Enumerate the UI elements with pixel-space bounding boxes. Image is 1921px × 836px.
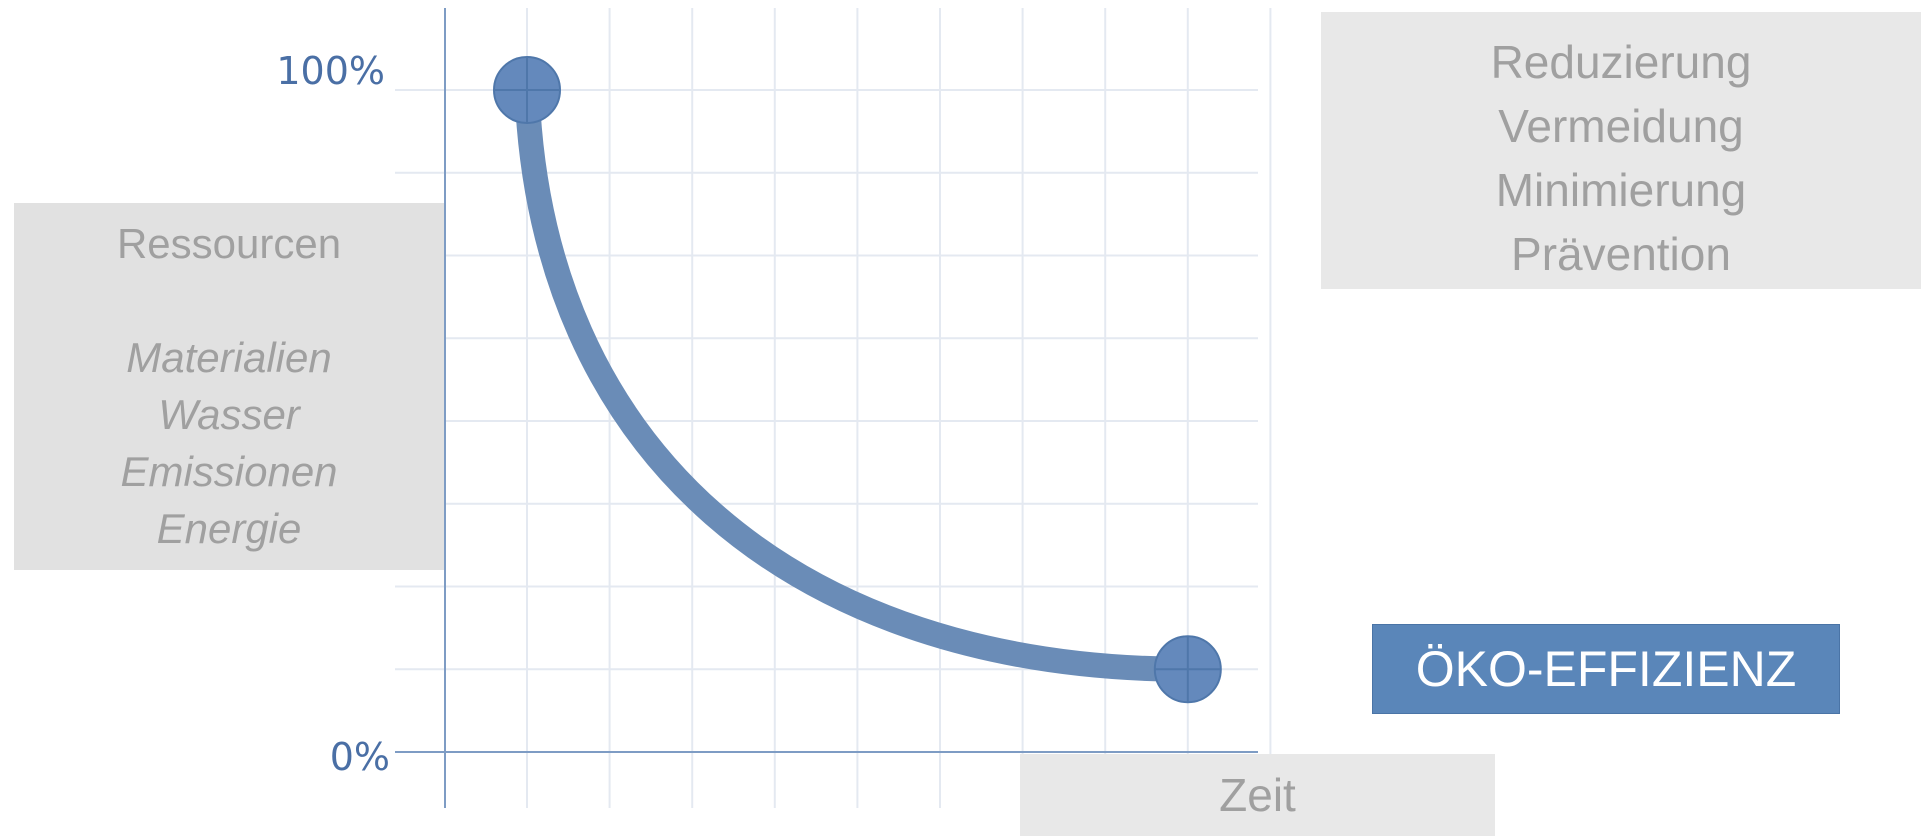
- strategies-box: Reduzierung Vermeidung Minimierung Präve…: [1321, 12, 1921, 289]
- resources-box: Ressourcen Materialien Wasser Emissionen…: [14, 203, 444, 570]
- series-curve: [514, 77, 1201, 682]
- series-point-end: [1153, 635, 1222, 704]
- strategy-item-prevention: Prävention: [1511, 228, 1731, 280]
- strategy-item-minimization: Minimierung: [1495, 164, 1747, 216]
- strategy-item-reduction: Reduzierung: [1490, 36, 1752, 88]
- eco-efficiency-badge: ÖKO-EFFIZIENZ: [1372, 624, 1840, 714]
- resources-title: Ressourcen: [116, 220, 342, 267]
- resource-item-materials: Materialien: [126, 334, 332, 381]
- resource-item-water: Wasser: [158, 391, 300, 438]
- y-tick-label-0: 0%: [330, 735, 390, 779]
- strategy-item-avoidance: Vermeidung: [1498, 100, 1744, 152]
- resource-item-emissions: Emissionen: [120, 448, 338, 495]
- series-point-start: [493, 56, 561, 124]
- y-tick-label-100: 100%: [276, 49, 385, 93]
- x-axis-label: Zeit: [1020, 754, 1495, 836]
- resource-item-energy: Energie: [156, 505, 302, 552]
